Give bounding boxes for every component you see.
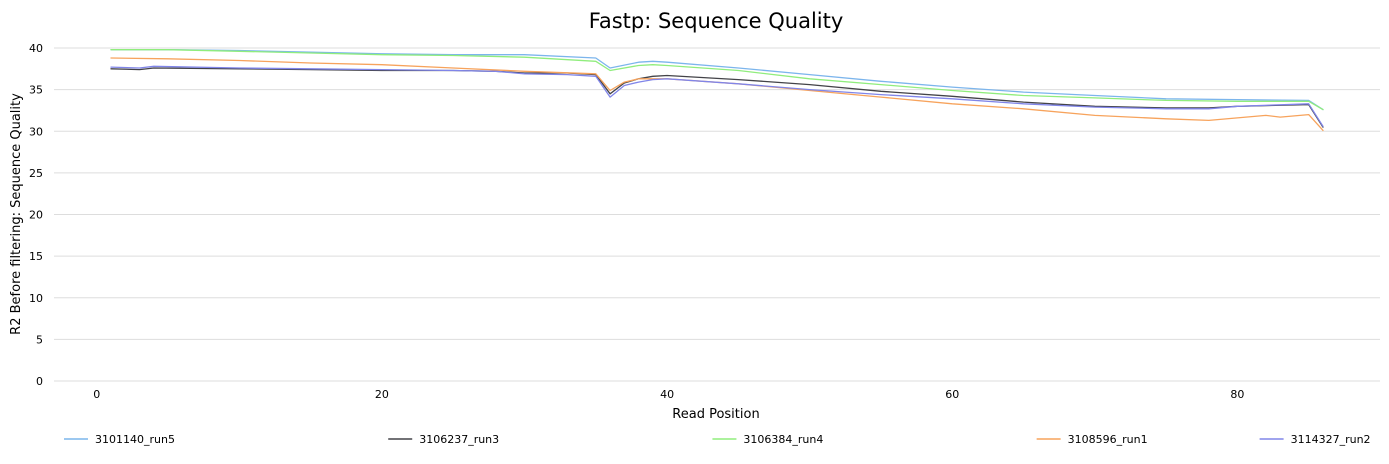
y-tick-label: 25 xyxy=(29,167,43,180)
x-tick-labels: 0 20 40 60 80 xyxy=(93,388,1244,401)
legend-label: 3106384_run4 xyxy=(743,433,823,446)
x-tick-label: 40 xyxy=(660,388,674,401)
series-line-3106384_run4 xyxy=(110,49,1324,111)
chart-title: Fastp: Sequence Quality xyxy=(589,9,844,33)
series-line-3101140_run5 xyxy=(110,49,1324,111)
x-tick-label: 20 xyxy=(375,388,389,401)
y-tick-label: 0 xyxy=(36,375,43,388)
legend-item[interactable]: 3106237_run3 xyxy=(388,433,499,446)
series-line-3114327_run2 xyxy=(110,65,1324,127)
y-axis-title: R2 Before filtering: Sequence Quality xyxy=(9,93,24,335)
legend: 3101140_run5 3106237_run3 3106384_run4 3108… xyxy=(64,433,1371,446)
legend-item[interactable]: 3108596_run1 xyxy=(1036,433,1148,446)
x-tick-label: 0 xyxy=(93,388,100,401)
legend-label: 3108596_run1 xyxy=(1068,433,1148,446)
x-axis-title: Read Position xyxy=(672,407,759,422)
y-tick-label: 20 xyxy=(29,209,43,222)
y-tick-label: 30 xyxy=(29,125,43,138)
y-tick-label: 5 xyxy=(36,333,43,346)
legend-item[interactable]: 3101140_run5 xyxy=(64,433,175,446)
legend-item[interactable]: 3106384_run4 xyxy=(712,433,823,446)
grid-lines xyxy=(54,47,1380,382)
x-tick-label: 60 xyxy=(945,388,959,401)
y-tick-label: 10 xyxy=(29,292,43,305)
y-tick-label: 35 xyxy=(29,84,43,97)
y-tick-label: 40 xyxy=(29,42,43,55)
x-tick-label: 80 xyxy=(1230,388,1244,401)
y-tick-label: 15 xyxy=(29,250,43,263)
legend-label: 3101140_run5 xyxy=(95,433,175,446)
legend-label: 3114327_run2 xyxy=(1291,433,1371,446)
series-lines xyxy=(110,49,1324,132)
y-tick-labels: 0 5 10 15 20 25 30 35 40 xyxy=(29,42,43,388)
legend-item[interactable]: 3114327_run2 xyxy=(1259,433,1371,446)
legend-label: 3106237_run3 xyxy=(419,433,499,446)
